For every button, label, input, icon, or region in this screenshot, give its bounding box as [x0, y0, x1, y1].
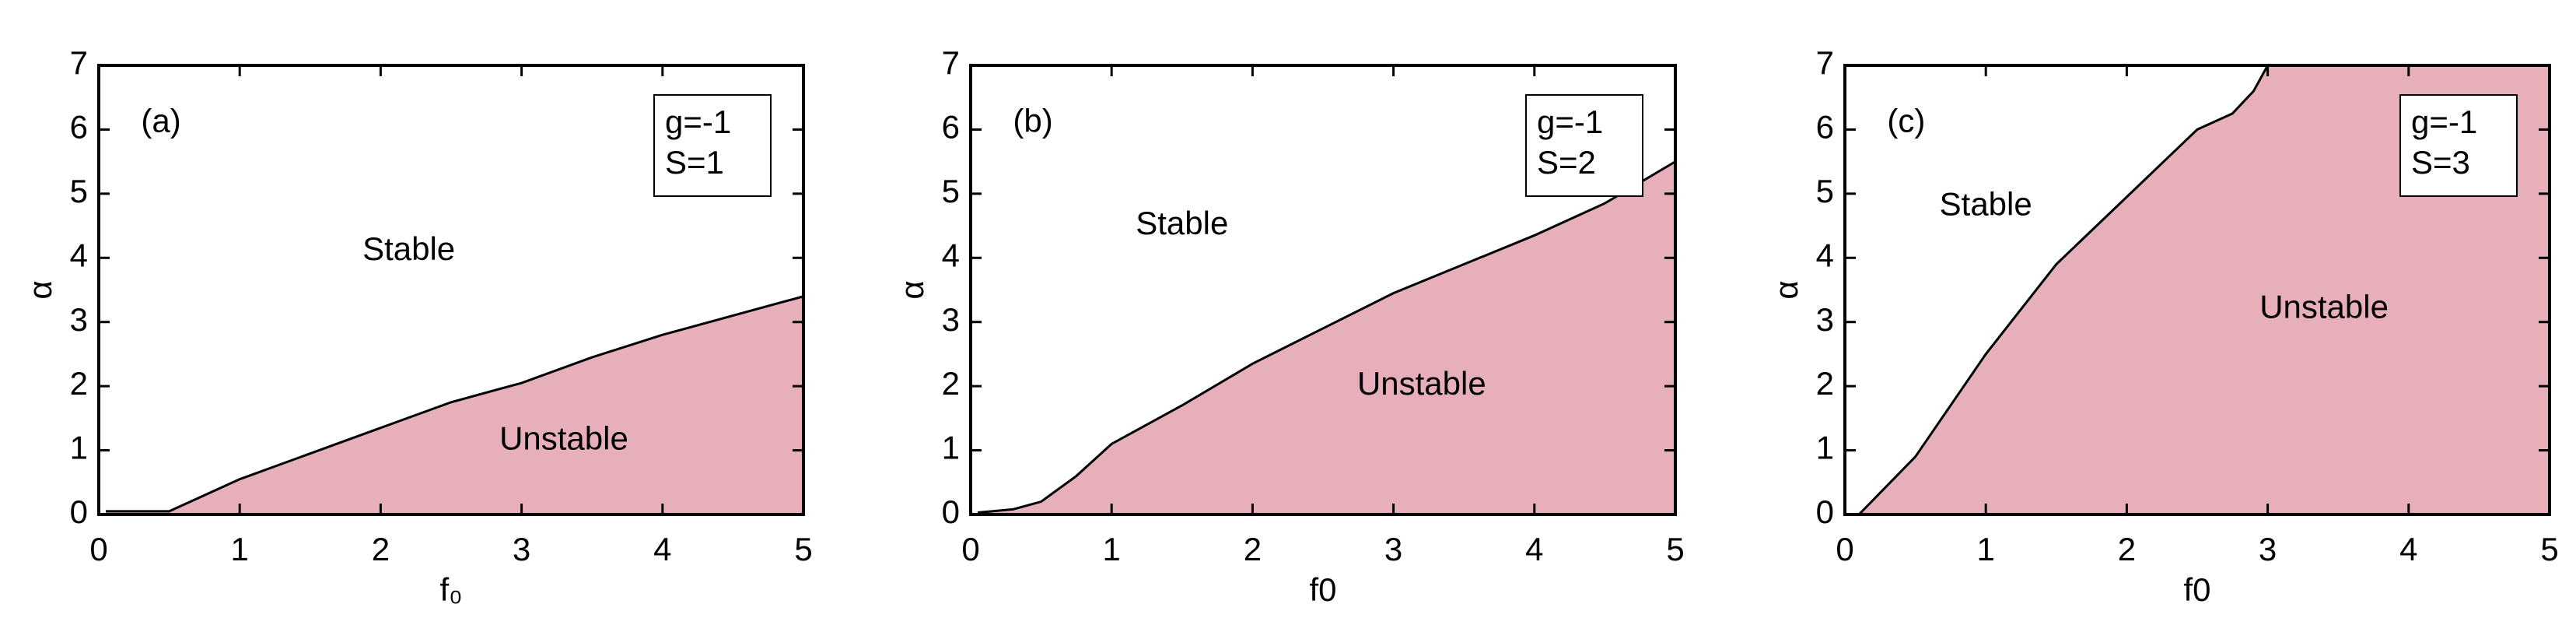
info-text: S=2	[1537, 144, 1596, 181]
x-tick-label: 4	[653, 531, 671, 567]
info-box	[653, 94, 772, 197]
y-tick-label: 7	[1816, 44, 1834, 81]
y-tick-label: 5	[70, 173, 88, 209]
x-tick-label: 5	[1666, 531, 1684, 567]
region-label: Unstable	[499, 420, 628, 456]
y-tick-label: 6	[70, 109, 88, 146]
x-tick-label: 4	[2399, 531, 2417, 567]
y-tick-label: 7	[942, 44, 960, 81]
info-text: g=-1	[665, 104, 731, 140]
unstable-area	[1859, 65, 2550, 514]
x-tick-label: 0	[961, 531, 979, 567]
y-tick-label: 2	[942, 365, 960, 402]
x-axis-label: f0	[2183, 571, 2210, 608]
boundary-line	[1858, 64, 2550, 516]
x-tick-label: 1	[1977, 531, 1995, 567]
region-label: Stable	[1136, 205, 1228, 241]
x-tick-label: 3	[1384, 531, 1402, 567]
unstable-area	[106, 296, 803, 514]
info-text: g=-1	[2411, 104, 2477, 140]
y-tick-label: 1	[942, 430, 960, 466]
x-tick-label: 2	[372, 531, 390, 567]
x-tick-label: 2	[1244, 531, 1262, 567]
x-tick-label: 2	[2118, 531, 2136, 567]
y-tick-label: 1	[1816, 430, 1834, 466]
region-label: Stable	[1940, 185, 2032, 222]
y-tick-label: 1	[70, 430, 88, 466]
x-tick-label: 0	[1836, 531, 1853, 567]
y-tick-label: 7	[70, 44, 88, 81]
x-tick-label: 4	[1525, 531, 1543, 567]
unstable-area	[978, 161, 1675, 514]
y-tick-label: 3	[942, 301, 960, 338]
y-tick-label: 2	[70, 365, 88, 402]
info-box	[1525, 94, 1643, 197]
y-tick-label: 3	[70, 301, 88, 338]
boundary-line	[106, 295, 804, 513]
y-axis-label: α	[894, 280, 930, 299]
plot-frame	[97, 64, 805, 516]
panel-label: (c)	[1887, 102, 1925, 139]
x-tick-label: 0	[89, 531, 107, 567]
region-label: Unstable	[1357, 365, 1486, 402]
x-axis-label: f0	[1309, 571, 1336, 608]
panel-label: (a)	[141, 102, 180, 139]
y-tick-label: 2	[1816, 365, 1834, 402]
y-axis-label: α	[1768, 280, 1804, 299]
y-tick-label: 5	[1816, 173, 1834, 209]
y-tick-label: 0	[70, 493, 88, 530]
plot-frame	[1843, 64, 2551, 516]
y-axis-label: α	[22, 280, 58, 299]
info-box	[2399, 94, 2518, 197]
boundary-line	[977, 160, 1676, 514]
region-label: Stable	[362, 230, 455, 267]
x-tick-label: 3	[2259, 531, 2277, 567]
y-tick-label: 0	[942, 493, 960, 530]
x-tick-label: 3	[513, 531, 530, 567]
info-text: g=-1	[1537, 104, 1603, 140]
info-text: S=3	[2411, 144, 2470, 181]
x-tick-label: 1	[231, 531, 249, 567]
x-tick-label: 5	[794, 531, 812, 567]
panel-label: (b)	[1013, 102, 1052, 139]
region-label: Unstable	[2259, 288, 2389, 325]
y-tick-label: 4	[70, 237, 88, 273]
x-tick-label: 1	[1103, 531, 1121, 567]
x-tick-label: 5	[2540, 531, 2558, 567]
info-text: S=1	[665, 144, 724, 181]
y-tick-label: 5	[942, 173, 960, 209]
y-tick-label: 4	[942, 237, 960, 273]
y-tick-label: 4	[1816, 237, 1834, 273]
x-axis-label: f₀	[439, 571, 462, 608]
y-tick-label: 0	[1816, 493, 1834, 530]
y-tick-label: 6	[942, 109, 960, 146]
y-tick-label: 3	[1816, 301, 1834, 338]
y-tick-label: 6	[1816, 109, 1834, 146]
plot-frame	[969, 64, 1677, 516]
